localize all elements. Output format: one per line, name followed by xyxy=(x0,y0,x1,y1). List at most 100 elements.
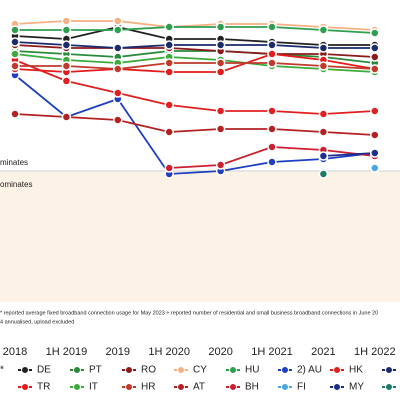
data-point xyxy=(10,109,20,119)
data-point xyxy=(318,109,329,119)
data-point xyxy=(215,22,226,32)
series-line xyxy=(15,26,375,34)
data-point xyxy=(164,127,174,137)
series-line xyxy=(14,113,375,136)
series-line xyxy=(14,53,375,73)
data-point xyxy=(267,40,277,50)
legend-label: HU xyxy=(245,365,259,376)
data-point xyxy=(370,106,380,116)
data-point xyxy=(113,88,123,98)
data-point xyxy=(61,61,72,71)
x-tick-label: 1H 2022 xyxy=(354,346,396,358)
data-point xyxy=(164,163,174,173)
legend-marker xyxy=(333,383,341,391)
legend-marker xyxy=(73,366,81,374)
legend-marker xyxy=(385,366,393,374)
data-point xyxy=(370,52,380,62)
x-tick-label: 2021 xyxy=(311,346,335,358)
annotation: minates xyxy=(0,158,28,167)
data-point xyxy=(10,37,20,47)
zone-background xyxy=(0,172,400,302)
legend-marker xyxy=(21,383,29,391)
x-tick-label: 2019 xyxy=(106,346,130,358)
legend-marker xyxy=(21,366,29,374)
data-point xyxy=(164,22,174,32)
data-point xyxy=(10,61,20,71)
data-point xyxy=(267,58,277,68)
legend-marker xyxy=(333,366,341,374)
legend-label: IT xyxy=(89,382,98,393)
data-point xyxy=(318,61,329,71)
data-point xyxy=(113,115,123,125)
data-point xyxy=(267,157,277,167)
legend-label: AT xyxy=(193,382,205,393)
data-point xyxy=(61,112,72,122)
data-point xyxy=(267,124,277,134)
legend-label: HR xyxy=(141,382,155,393)
data-point xyxy=(113,43,123,53)
series-line xyxy=(323,152,375,157)
legend-label: RO xyxy=(141,365,156,376)
data-point xyxy=(267,22,277,32)
footnote: * reported average fixed broadband conne… xyxy=(0,310,378,316)
data-point xyxy=(267,49,277,59)
data-point xyxy=(164,67,174,77)
x-tick-label: 1H 2021 xyxy=(251,346,293,358)
series-line xyxy=(15,62,375,70)
legend-marker xyxy=(385,383,393,391)
annotation: ominates xyxy=(0,180,32,189)
data-point xyxy=(164,40,174,50)
data-point xyxy=(61,16,72,26)
data-point xyxy=(215,40,226,50)
data-point xyxy=(370,28,380,38)
series-line xyxy=(14,26,375,46)
data-point xyxy=(370,130,380,140)
legend-marker xyxy=(177,383,185,391)
legend-label: FI xyxy=(297,382,306,393)
legend-marker xyxy=(281,366,289,374)
series-line xyxy=(14,44,375,58)
data-point xyxy=(318,43,329,53)
legend-label: BH xyxy=(245,382,259,393)
series-line xyxy=(14,50,375,64)
data-point xyxy=(164,58,174,68)
x-tick-label: 1H 2020 xyxy=(148,346,190,358)
legend-marker xyxy=(125,383,133,391)
data-point xyxy=(215,58,226,68)
legend-label: PT xyxy=(89,365,102,376)
data-point xyxy=(215,124,226,134)
data-point xyxy=(370,64,380,74)
plot xyxy=(10,16,380,179)
legend-marker xyxy=(177,366,185,374)
x-tick-label: 2020 xyxy=(208,346,232,358)
data-point xyxy=(113,25,123,35)
data-point xyxy=(164,100,174,110)
x-tick-label: 1H 2019 xyxy=(46,346,88,358)
legend-label: TR xyxy=(37,382,50,393)
data-point xyxy=(113,16,123,26)
data-point xyxy=(215,160,226,170)
data-point xyxy=(370,43,380,53)
series-line xyxy=(14,41,375,49)
data-point xyxy=(61,76,72,86)
legend-marker xyxy=(229,366,237,374)
data-point xyxy=(215,67,226,77)
legend-label: 2) AU xyxy=(297,365,322,376)
legend-marker xyxy=(73,383,81,391)
footnote: 4 annualised, upload excluded xyxy=(0,319,74,325)
legend-marker xyxy=(229,383,237,391)
data-point xyxy=(318,151,329,161)
data-point xyxy=(61,25,72,35)
data-point xyxy=(267,106,277,116)
data-point xyxy=(318,169,329,179)
data-point xyxy=(318,127,329,137)
data-point xyxy=(267,142,277,152)
legend-marker xyxy=(281,383,289,391)
legend-label: HK xyxy=(349,365,363,376)
legend-note: * xyxy=(0,365,4,376)
data-point xyxy=(10,25,20,35)
legend-label: DE xyxy=(37,365,51,376)
data-point xyxy=(215,106,226,116)
data-point xyxy=(10,49,20,59)
